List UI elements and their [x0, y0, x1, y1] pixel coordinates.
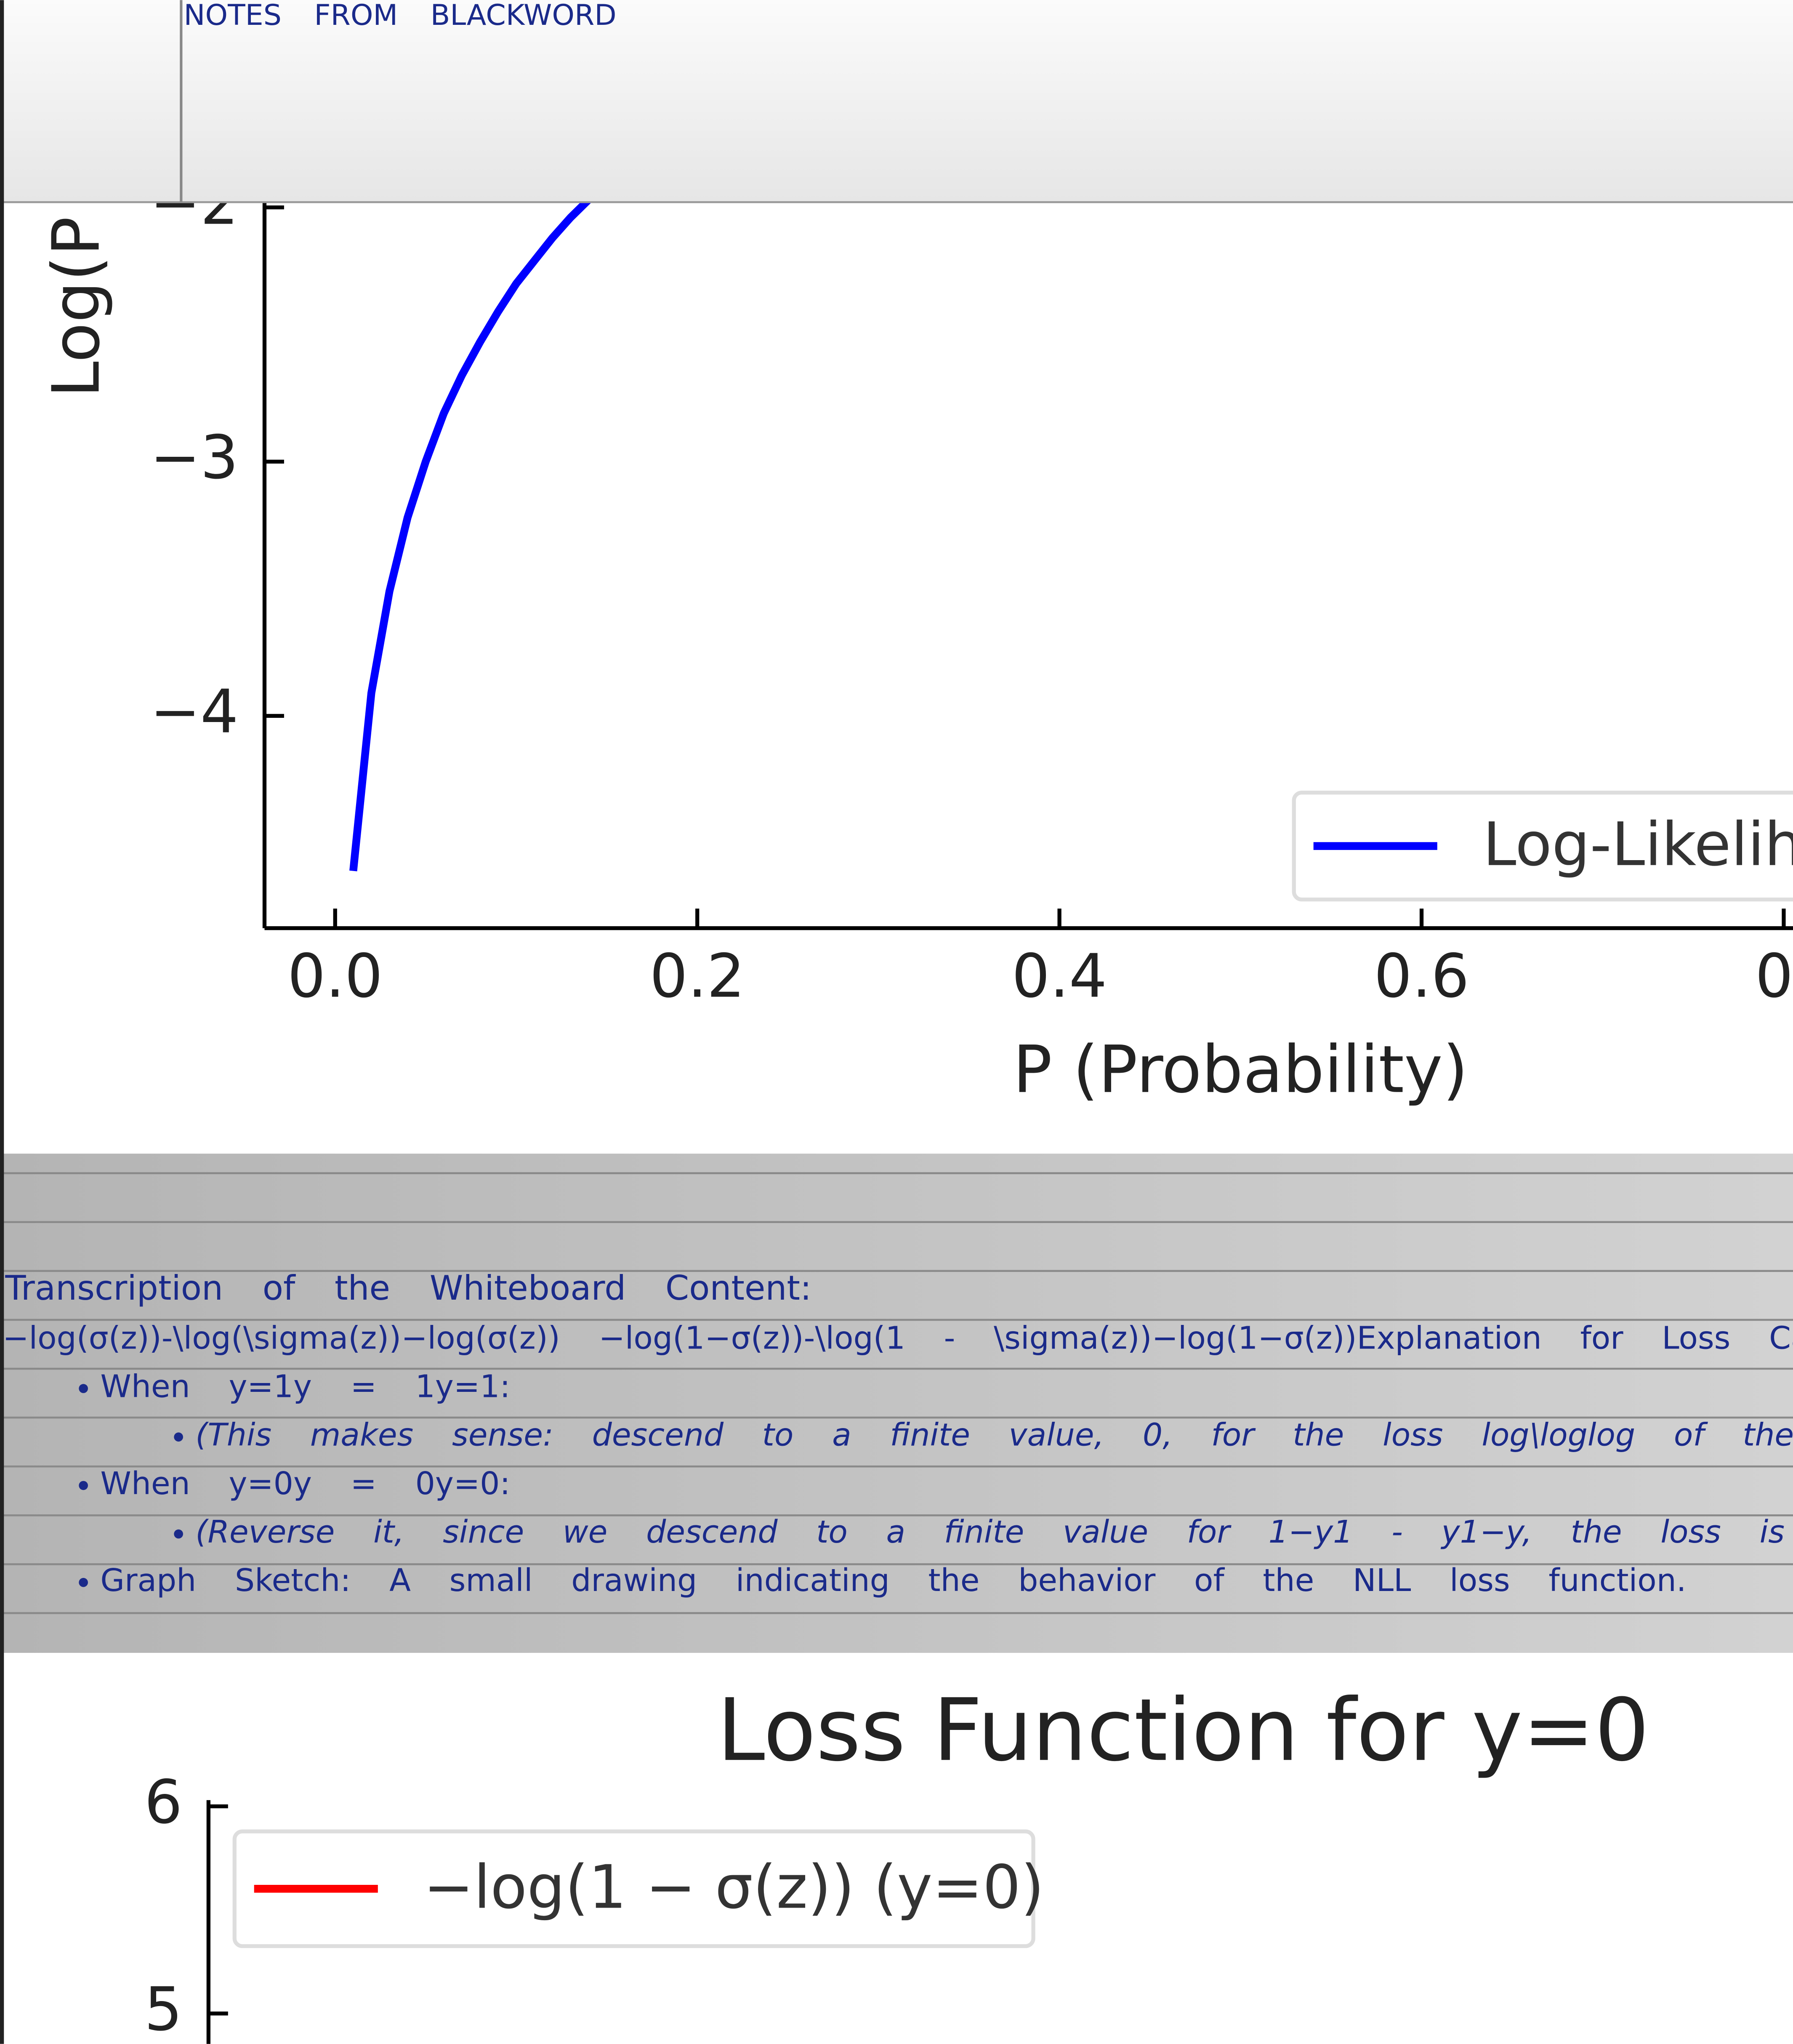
transcription-line: When y=0y = 0y=0:	[100, 1465, 510, 1502]
y-axis-label: Log(P	[38, 216, 114, 397]
y-tick-label: −2	[150, 168, 239, 238]
bullet	[79, 1578, 88, 1587]
x-tick-label: 0.4	[1012, 941, 1107, 1011]
bullet	[174, 1529, 183, 1539]
x-axis-label: P (Probability)	[1013, 1031, 1468, 1108]
transcription-line: (This makes sense: descend to a finite v…	[195, 1417, 1793, 1453]
left-edge	[0, 0, 4, 2044]
y-tick-label: −4	[150, 677, 239, 746]
bullet	[79, 1384, 88, 1393]
header: NOTES FROM BLACKWORD	[0, 0, 1793, 203]
y-tick-label: 6	[144, 1767, 183, 1837]
legend-box	[232, 1829, 1035, 1948]
y-tick-label: 5	[144, 1975, 183, 2044]
bullet	[79, 1481, 88, 1490]
transcription-line: (Reverse it, since we descend to a finit…	[195, 1514, 1793, 1550]
legend-box	[1292, 790, 1793, 902]
x-tick-label: 0.2	[649, 941, 745, 1011]
transcription-line: −log(σ(z))-\log(\sigma(z))−log(σ(z)) −lo…	[3, 1319, 1793, 1356]
transcription-line: When y=1y = 1y=1:	[100, 1368, 510, 1405]
header-title: NOTES FROM BLACKWORD	[184, 0, 617, 32]
chart-2: 6 5 Loss Function for y=0 −log(1 − σ(z)) (y…	[144, 1680, 1649, 2044]
transcription-line: Graph Sketch: A small drawing indicating…	[100, 1562, 1686, 1599]
x-tick-label: 0.0	[287, 941, 383, 1011]
y-tick-label: −3	[150, 423, 239, 493]
transcription-heading: Transcription of the Whiteboard Content:	[5, 1268, 811, 1308]
chart-1: −4 −3 −2 0.0 0.2 0.4 0.6 0. P (Probability) Log(P…	[38, 168, 1793, 1108]
legend-label: Log-Likelih	[1483, 810, 1793, 879]
whiteboard: Transcription of the Whiteboard Content:…	[0, 1154, 1793, 1653]
x-tick-label: 0.6	[1374, 941, 1469, 1011]
bullet	[174, 1432, 183, 1442]
legend-label: −log(1 − σ(z)) (y=0)	[423, 1852, 1044, 1922]
x-tick-label: 0.	[1755, 941, 1793, 1011]
chart-title: Loss Function for y=0	[717, 1680, 1649, 1780]
data-line	[349, 202, 592, 871]
